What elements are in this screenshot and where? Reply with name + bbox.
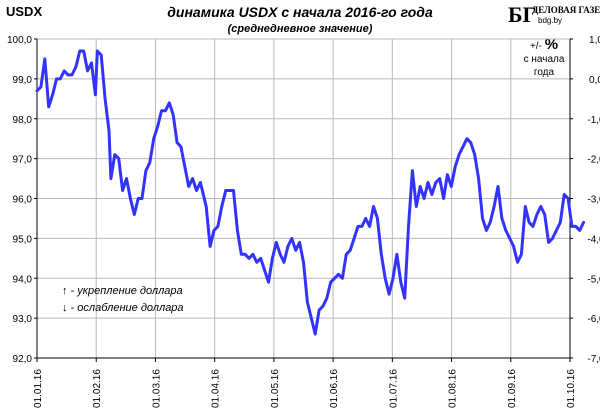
right-axis-label: +/- % с начала года — [514, 36, 574, 79]
y-tick-label: 94,0 — [13, 274, 33, 285]
y-tick-label: 95,0 — [13, 234, 33, 245]
x-tick-label: 01.08.16 — [448, 369, 459, 408]
usdx-series-line — [35, 49, 586, 336]
x-tick-label: 01.10.16 — [566, 369, 577, 408]
chart-legend: ↑ - укрепление доллара ↓ - ослабление до… — [62, 283, 184, 317]
y-right-tick-label: 0,0 — [589, 75, 600, 86]
y-right-tick-label: -2,0 — [587, 155, 600, 166]
chart-subtitle: (среднедневное значение) — [227, 23, 373, 35]
y-tick-label: 93,0 — [13, 314, 33, 325]
y-tick-label: 97,0 — [13, 155, 33, 166]
logo-mark: БГ — [508, 2, 537, 27]
y-tick-label: 98,0 — [13, 115, 33, 126]
y-right-tick-label: -4,0 — [587, 234, 600, 245]
x-tick-label: 01.05.16 — [270, 369, 281, 408]
x-tick-label: 01.09.16 — [507, 369, 518, 408]
y-tick-label: 96,0 — [13, 195, 33, 206]
y-right-tick-label: -1,0 — [587, 115, 600, 126]
legend-entry-strengthening: ↑ - укрепление доллара — [62, 285, 183, 297]
y-tick-label: 100,0 — [7, 35, 32, 46]
y-tick-label: 99,0 — [13, 75, 33, 86]
y-right-tick-label: -6,0 — [587, 314, 600, 325]
x-tick-label: 01.01.16 — [33, 369, 44, 408]
chart-title: динамика USDX с начала 2016-го года — [167, 4, 433, 20]
y-right-tick-label: -7,0 — [587, 354, 600, 365]
y-right-tick-label: -3,0 — [587, 195, 600, 206]
x-tick-label: 01.06.16 — [329, 369, 340, 408]
legend-entry-weakening: ↓ - ослабление доллара — [62, 302, 184, 314]
right-axis-label-percent: % — [544, 36, 559, 53]
publisher-logo: БГ ДЕЛОВАЯ ГАЗЕТА bdg.by — [508, 2, 600, 30]
y-right-tick-label: -5,0 — [587, 274, 600, 285]
x-tick-label: 01.03.16 — [151, 369, 162, 408]
right-axis-label-year: года — [533, 67, 555, 78]
x-tick-label: 01.07.16 — [388, 369, 399, 408]
right-axis-label-plusminus: +/- — [529, 41, 542, 52]
chart-ticker-label: USDX — [6, 4, 43, 19]
y-right-tick-label: 1,0 — [589, 35, 600, 46]
logo-url: bdg.by — [538, 16, 563, 25]
logo-name: ДЕЛОВАЯ ГАЗЕТА — [532, 5, 600, 15]
right-axis-label-since: с начала — [523, 54, 565, 65]
x-tick-label: 01.04.16 — [211, 369, 222, 408]
x-tick-label: 01.02.16 — [92, 369, 103, 408]
y-tick-label: 92,0 — [13, 354, 33, 365]
